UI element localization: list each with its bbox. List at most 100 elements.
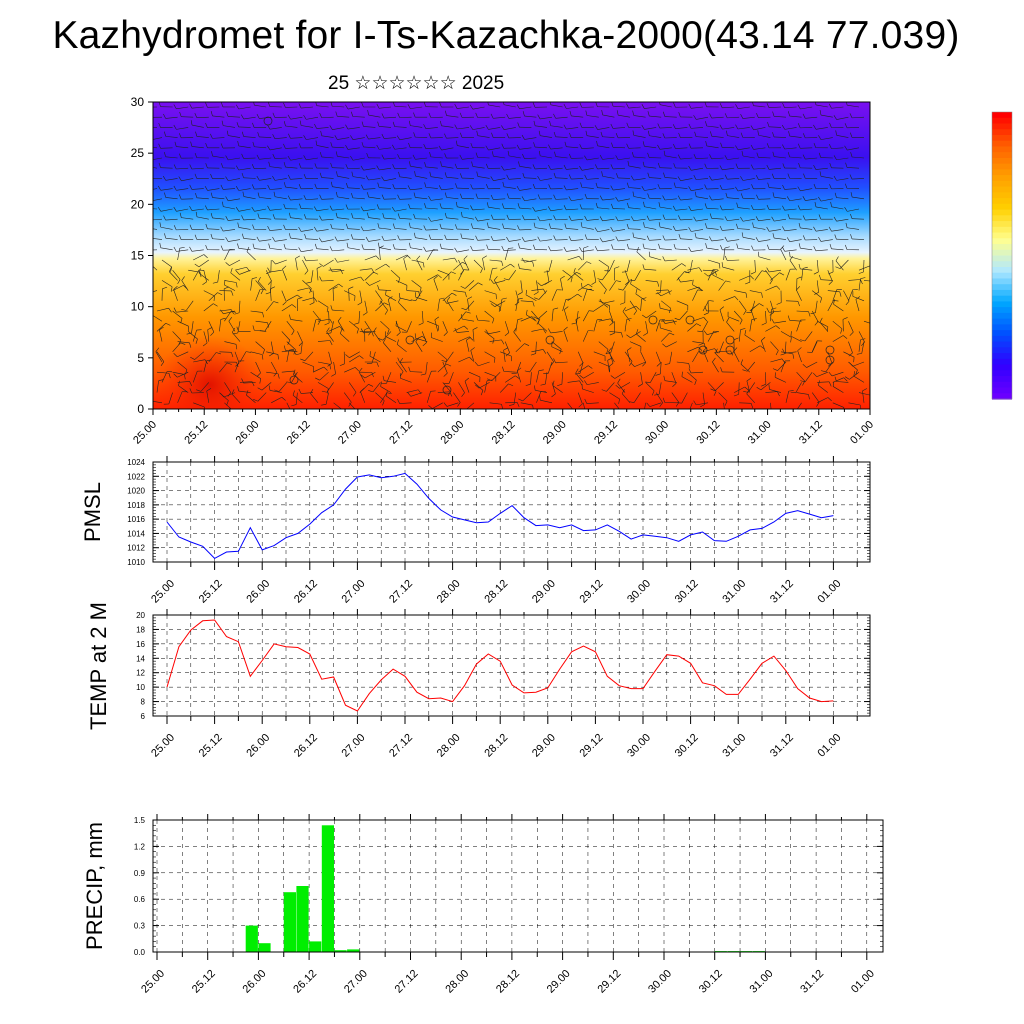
- wind-barb-flag: [323, 366, 328, 371]
- wind-barb-flag: [621, 332, 623, 338]
- wind-barb-flag: [833, 299, 835, 305]
- wind-barb-flag: [704, 203, 707, 209]
- wind-barb-flag: [694, 191, 697, 197]
- wind-barb: [520, 280, 523, 293]
- wind-barb-flag: [365, 281, 370, 286]
- section-xtick-label: 31.00: [746, 419, 774, 447]
- wind-barb: [239, 381, 252, 383]
- wind-barb: [352, 137, 365, 140]
- wind-barb-flag: [422, 342, 427, 347]
- wind-barb: [749, 345, 761, 353]
- wind-barb-flag: [829, 122, 832, 128]
- wind-barb-flag: [719, 165, 723, 170]
- wind-barb: [379, 247, 392, 251]
- wind-barb-flag: [735, 104, 739, 109]
- wind-barb: [430, 156, 443, 159]
- wind-barb: [301, 106, 314, 109]
- wind-barb-flag: [813, 183, 817, 189]
- wind-barb: [442, 271, 452, 281]
- wind-barb-flag: [656, 362, 661, 367]
- xtick-label: 28.12: [482, 732, 510, 760]
- wind-barb-flag: [454, 124, 458, 130]
- wind-barb: [784, 127, 797, 130]
- xtick-label: 29.12: [595, 968, 623, 996]
- xtick-label: 26.12: [292, 578, 320, 606]
- wind-barb-flag: [578, 256, 583, 261]
- wind-barb: [753, 208, 766, 211]
- wind-barb: [269, 229, 282, 231]
- wind-barb: [399, 157, 412, 160]
- colorbar-band: [992, 192, 1012, 199]
- wind-barb: [680, 280, 693, 283]
- wind-barb-flag: [694, 380, 697, 385]
- wind-barb: [153, 218, 163, 221]
- wind-barb: [394, 167, 407, 170]
- wind-barb-flag: [862, 388, 868, 392]
- wind-barb-flag: [786, 196, 791, 201]
- wind-barb-flag: [705, 121, 707, 127]
- wind-barb: [321, 218, 334, 221]
- wind-barb: [581, 249, 594, 252]
- wind-barb: [524, 115, 537, 118]
- wind-barb-flag: [491, 151, 494, 157]
- wind-barb-flag: [673, 102, 676, 108]
- wind-barb: [636, 333, 646, 342]
- wind-barb-flag: [235, 206, 240, 212]
- wind-barb: [827, 270, 833, 282]
- wind-barb-flag: [469, 336, 474, 341]
- wind-barb-flag: [474, 361, 479, 367]
- wind-barb-flag: [850, 213, 853, 219]
- wind-barb: [633, 218, 646, 222]
- wind-barb: [254, 329, 267, 332]
- wind-barb: [328, 351, 332, 364]
- wind-barb: [679, 310, 688, 321]
- wind-barb-flag: [293, 350, 297, 355]
- wind-barb-flag: [797, 301, 800, 307]
- wind-barb: [680, 157, 693, 160]
- wind-barb-flag: [231, 352, 234, 358]
- wind-barb-flag: [615, 236, 619, 242]
- wind-barb-flag: [533, 244, 536, 250]
- wind-barb: [301, 249, 314, 253]
- wind-barb-flag: [709, 236, 712, 242]
- wind-barb: [742, 116, 755, 119]
- colorbar-band: [992, 169, 1012, 176]
- wind-barb: [457, 331, 470, 333]
- wind-barb-flag: [381, 235, 385, 241]
- wind-barb: [270, 341, 274, 354]
- wind-barb: [363, 126, 376, 128]
- wind-barb-flag: [148, 197, 151, 201]
- wind-barb-flag: [174, 141, 177, 147]
- wind-barb-flag: [522, 111, 525, 117]
- wind-barb-flag: [283, 143, 286, 149]
- wind-barb: [441, 207, 454, 210]
- wind-barb: [234, 360, 240, 373]
- wind-barb: [153, 137, 163, 140]
- wind-barb-flag: [438, 145, 442, 151]
- wind-barb-flag: [267, 205, 271, 211]
- xtick-label: 31.00: [720, 578, 748, 606]
- wind-barb-flag: [490, 303, 495, 307]
- wind-barb-flag: [655, 373, 661, 376]
- wind-barb-flag: [463, 325, 469, 330]
- wind-barb-flag: [808, 311, 811, 317]
- wind-barb-flag: [709, 213, 712, 219]
- wind-barb-flag: [291, 304, 297, 308]
- wind-barb-flag: [420, 373, 426, 376]
- wind-barb: [265, 270, 272, 282]
- wind-barb: [493, 239, 506, 241]
- wind-barb-flag: [444, 133, 447, 139]
- wind-barb-flag: [252, 243, 255, 249]
- wind-barb: [578, 365, 589, 373]
- wind-barb-flag: [423, 144, 427, 149]
- xtick-label: 28.00: [435, 732, 463, 760]
- wind-barb-flag: [752, 102, 754, 106]
- wind-barb: [281, 290, 287, 302]
- wind-barb-flag: [517, 318, 523, 320]
- wind-barb-flag: [410, 299, 416, 302]
- wind-barb: [274, 157, 287, 159]
- wind-barb: [347, 106, 360, 110]
- wind-barb: [567, 293, 578, 302]
- colorbar-band: [992, 284, 1012, 291]
- wind-barb-flag: [428, 216, 432, 222]
